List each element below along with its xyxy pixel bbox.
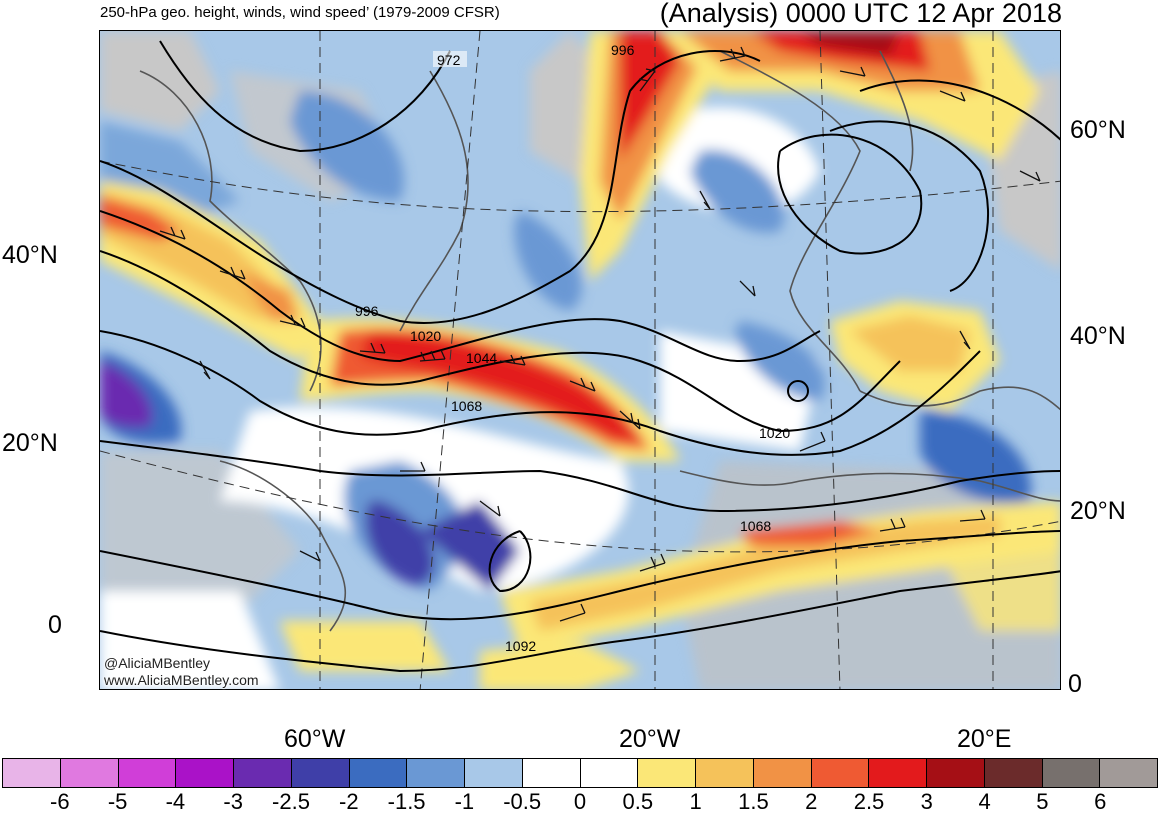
- colorbar-swatch: [291, 759, 350, 787]
- colorbar-swatch: [869, 759, 927, 787]
- contour-label-1068: 1068: [451, 398, 482, 414]
- map-title: (Analysis) 0000 UTC 12 Apr 2018: [659, 0, 1062, 28]
- contour-label-1068-east: 1068: [740, 518, 771, 534]
- colorbar-tick-label: 1: [689, 789, 702, 814]
- colorbar-tick-label: 5: [1036, 789, 1049, 814]
- graticule: [100, 31, 1060, 689]
- colorbar-tick-label: 6: [1094, 789, 1107, 814]
- colorbar-swatch: [522, 759, 581, 787]
- colorbar-tick-label: 2.5: [853, 789, 885, 814]
- colorbar-swatch: [407, 759, 465, 787]
- colorbar-swatch: [1042, 759, 1101, 787]
- colorbar-swatch: [927, 759, 985, 787]
- credit-website: www.AliciaMBentley.com: [104, 672, 259, 688]
- colorbar-swatch: [60, 759, 119, 787]
- lat-label-right-60n: 60°N: [1070, 116, 1126, 144]
- contour-labels: 972 996 996 1020 1044 1068 1020 1068 109…: [355, 42, 790, 654]
- colorbar-swatch: [580, 759, 639, 787]
- colorbar-swatch: [465, 759, 523, 787]
- lat-label-right-40n: 40°N: [1070, 322, 1126, 350]
- contour-label-1092: 1092: [505, 638, 536, 654]
- colorbar-swatch: [349, 759, 408, 787]
- lon-label-60w: 60°W: [284, 725, 346, 753]
- colorbar-tick-label: -5: [107, 789, 128, 814]
- map-canvas: 972 996 996 1020 1044 1068 1020 1068 109…: [100, 31, 1060, 689]
- colorbar-tick-label: -2.5: [272, 789, 310, 814]
- height-contours: [100, 40, 1060, 673]
- colorbar-tick-label: 3: [920, 789, 933, 814]
- colorbar-tick-label: 2: [805, 789, 818, 814]
- colorbar-swatch: [811, 759, 870, 787]
- colorbar-swatch: [234, 759, 292, 787]
- map-panel: 972 996 996 1020 1044 1068 1020 1068 109…: [99, 30, 1061, 690]
- colorbar-swatch: [1100, 759, 1157, 787]
- lat-label-right-20n: 20°N: [1070, 497, 1126, 525]
- colorbar-swatch: [638, 759, 696, 787]
- contour-label-1020-east: 1020: [759, 425, 790, 441]
- lat-label-left-20n: 20°N: [2, 429, 58, 457]
- colorbar-tick-label: 0: [573, 789, 587, 814]
- contour-label-1020: 1020: [410, 328, 441, 344]
- colorbar-tick-label: -0.5: [503, 789, 542, 814]
- colorbar-tick-label: 1.5: [738, 789, 769, 814]
- colorbar: [2, 758, 1158, 788]
- lat-label-right-0: 0: [1068, 670, 1082, 698]
- lat-label-left-0: 0: [48, 611, 62, 639]
- contour-label-996-north: 996: [611, 42, 635, 58]
- colorbar-tick-label: 0.5: [622, 789, 654, 814]
- contour-label-996: 996: [355, 303, 379, 319]
- lat-label-left-40n: 40°N: [2, 241, 58, 269]
- colorbar-swatch: [984, 759, 1043, 787]
- colorbar-tick-label: -4: [165, 789, 186, 814]
- contour-label-1044: 1044: [466, 350, 497, 366]
- colorbar-tick-label: 4: [978, 789, 991, 814]
- colorbar-swatch: [696, 759, 754, 787]
- wind-barbs: [159, 46, 1041, 622]
- lon-label-20e: 20°E: [957, 725, 1012, 753]
- credit-handle: @AliciaMBentley: [104, 655, 211, 671]
- colorbar-swatch: [753, 759, 812, 787]
- colorbar-swatch: [3, 759, 61, 787]
- anomaly-field: [100, 31, 1060, 689]
- contour-label-972: 972: [437, 52, 461, 68]
- colorbar-tick-label: -6: [50, 789, 70, 814]
- lon-label-20w: 20°W: [619, 725, 681, 753]
- colorbar-tick-label: -3: [223, 789, 243, 814]
- colorbar-tick-label: -1.5: [387, 789, 426, 814]
- colorbar-swatch: [176, 759, 234, 787]
- map-subtitle: 250-hPa geo. height, winds, wind speed’ …: [100, 4, 500, 21]
- colorbar-swatch: [118, 759, 177, 787]
- colorbar-tick-label: -1: [454, 789, 475, 814]
- colorbar-tick-label: -2: [339, 789, 359, 814]
